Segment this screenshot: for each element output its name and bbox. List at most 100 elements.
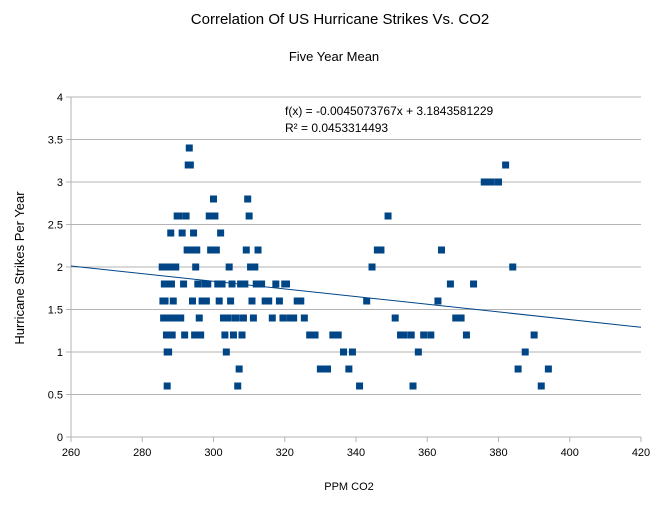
data-point (195, 314, 203, 322)
data-point (384, 212, 392, 220)
data-point (210, 195, 217, 203)
data-point (204, 280, 212, 288)
data-point (251, 263, 259, 271)
y-tick-label: 1 (57, 347, 63, 359)
data-point (544, 365, 552, 373)
data-point (161, 297, 169, 305)
data-point (160, 314, 168, 322)
data-point (320, 365, 328, 373)
data-point (311, 331, 319, 339)
data-point (334, 331, 342, 339)
x-tick-label: 400 (561, 447, 579, 459)
y-tick-labels: 0 0.5 1 1.5 2 2.5 3 3.5 4 (48, 92, 63, 444)
data-point (214, 280, 222, 288)
data-point (420, 331, 428, 339)
data-point (363, 297, 371, 305)
data-point (238, 331, 246, 339)
data-point (169, 297, 177, 305)
data-point (163, 382, 171, 390)
data-point (170, 314, 178, 322)
data-point (193, 246, 201, 254)
data-point (177, 314, 185, 322)
data-point (219, 314, 227, 322)
data-point (397, 331, 405, 339)
data-point (480, 178, 488, 186)
r-squared-label: R² = 0.0453314493 (285, 121, 388, 135)
data-point (160, 280, 168, 288)
data-point (178, 229, 186, 237)
data-point (258, 280, 266, 288)
data-point (521, 348, 529, 356)
data-point (261, 297, 269, 305)
data-point (283, 280, 291, 288)
data-point (400, 331, 408, 339)
data-point (407, 331, 415, 339)
data-point (239, 314, 247, 322)
data-point (279, 314, 287, 322)
data-point (192, 263, 200, 271)
data-point (235, 365, 243, 373)
data-point (340, 348, 348, 356)
data-points (158, 144, 552, 390)
data-point (228, 280, 236, 288)
data-point (190, 229, 198, 237)
data-point (268, 314, 276, 322)
data-point (180, 280, 188, 288)
y-tick-label: 3 (57, 177, 63, 189)
data-point (234, 382, 242, 390)
data-point (434, 297, 442, 305)
data-point (377, 246, 385, 254)
y-tick-label: 2.5 (48, 220, 63, 232)
data-point (172, 263, 180, 271)
x-tick-label: 300 (204, 447, 222, 459)
gridlines (66, 96, 642, 442)
chart-subtitle: Five Year Mean (289, 49, 379, 64)
data-point (409, 382, 417, 390)
data-point (194, 280, 202, 288)
data-point (306, 331, 314, 339)
data-point (272, 280, 280, 288)
data-point (368, 263, 376, 271)
data-point (162, 263, 170, 271)
data-point (514, 365, 522, 373)
data-point (348, 348, 356, 356)
x-tick-label: 320 (276, 447, 294, 459)
data-point (252, 280, 260, 288)
data-point (293, 297, 301, 305)
x-tick-label: 280 (133, 447, 151, 459)
data-point (229, 331, 237, 339)
data-point (530, 331, 538, 339)
x-tick-label: 340 (347, 447, 365, 459)
data-point (373, 246, 381, 254)
data-point (247, 263, 255, 271)
data-point (185, 144, 193, 152)
data-point (487, 178, 495, 186)
data-point (202, 297, 210, 305)
data-point (187, 246, 195, 254)
data-point (182, 212, 190, 220)
data-point (414, 348, 422, 356)
data-point (165, 314, 173, 322)
data-point (158, 263, 166, 271)
data-point (537, 382, 545, 390)
data-point (186, 161, 194, 169)
data-point (470, 280, 478, 288)
y-tick-label: 4 (57, 92, 63, 104)
data-point (249, 314, 257, 322)
data-point (329, 331, 337, 339)
data-point (165, 348, 173, 356)
data-point (167, 280, 175, 288)
data-point (212, 246, 220, 254)
data-point (509, 263, 517, 271)
data-point (427, 331, 435, 339)
data-point (275, 297, 283, 305)
data-point (244, 195, 252, 203)
data-point (391, 314, 399, 322)
equation-label: f(x) = -0.0045073767x + 3.1843581229 (285, 104, 493, 118)
data-point (484, 178, 492, 186)
data-point (227, 297, 235, 305)
data-point (438, 246, 445, 254)
data-point (316, 365, 324, 373)
data-point (446, 280, 454, 288)
data-point (167, 229, 175, 237)
